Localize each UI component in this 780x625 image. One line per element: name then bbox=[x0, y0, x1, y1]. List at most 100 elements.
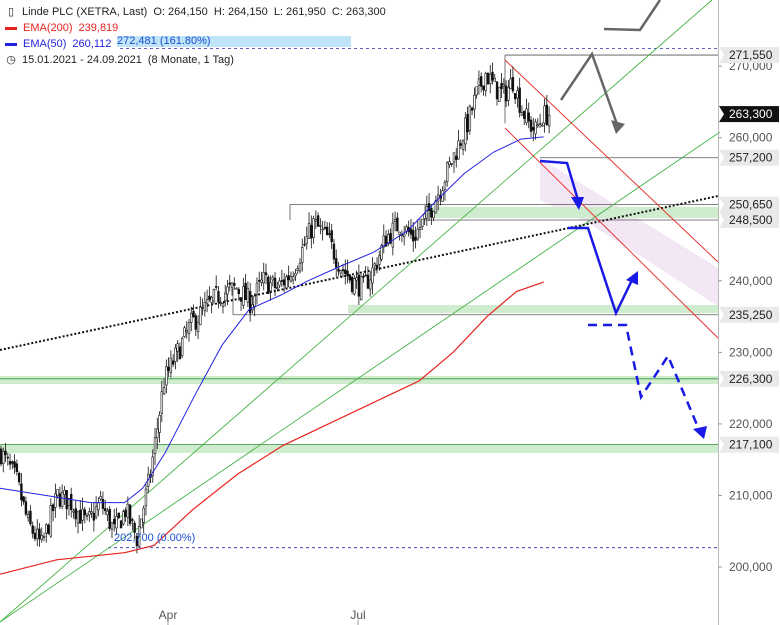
candle-body bbox=[262, 272, 265, 284]
candle-body bbox=[346, 270, 349, 277]
candle-body bbox=[532, 127, 535, 131]
clock-icon: ◷ bbox=[6, 54, 16, 66]
candle-body bbox=[40, 535, 43, 541]
candle-body bbox=[416, 228, 419, 240]
candle-body bbox=[382, 235, 385, 248]
candle-body bbox=[212, 289, 216, 302]
candle-body bbox=[233, 283, 236, 286]
candle-body bbox=[246, 288, 250, 303]
candle-body bbox=[359, 275, 363, 301]
legend-period-detail: (8 Monate, 1 Tag) bbox=[147, 54, 234, 66]
fib-high-label: 272,481 (161.80%) bbox=[117, 36, 351, 47]
level-badge bbox=[719, 370, 779, 387]
candle-body bbox=[511, 77, 515, 92]
candle-body bbox=[196, 321, 200, 333]
candle-body bbox=[260, 279, 263, 283]
candle-body bbox=[493, 78, 496, 82]
candle-body bbox=[430, 208, 433, 218]
candle-body bbox=[547, 114, 551, 127]
candle-body bbox=[409, 228, 413, 235]
zones-layer bbox=[0, 158, 718, 453]
candle-body bbox=[500, 82, 503, 89]
support-zone-0 bbox=[425, 207, 718, 218]
candle-body bbox=[507, 86, 510, 101]
current-price-label: 263,300 bbox=[729, 107, 773, 121]
candle-body bbox=[228, 282, 231, 285]
candle-body bbox=[22, 496, 25, 502]
candle-body bbox=[534, 121, 537, 135]
scenario-top-line bbox=[603, 0, 662, 32]
legend-ema50-row: EMA(50) 260,112 bbox=[4, 36, 386, 52]
candle-body bbox=[4, 450, 7, 456]
candle-body bbox=[269, 282, 272, 292]
candle-body bbox=[54, 493, 57, 508]
candle-body bbox=[176, 343, 179, 352]
candle-body bbox=[498, 86, 501, 102]
candle-body bbox=[217, 291, 220, 303]
candle-body bbox=[83, 509, 87, 516]
candle-body bbox=[380, 245, 383, 260]
candle-body bbox=[153, 437, 157, 454]
candle-body bbox=[201, 307, 204, 309]
channel-lower bbox=[504, 127, 719, 339]
candle-body bbox=[230, 282, 234, 288]
legend-ema50-label: EMA(50) bbox=[23, 38, 67, 50]
candle-body bbox=[405, 226, 408, 232]
y-tick-label: 240,000 bbox=[729, 274, 773, 288]
candle-body bbox=[156, 428, 159, 439]
candle-body bbox=[2, 451, 5, 464]
candle-body bbox=[33, 532, 37, 539]
candle-body bbox=[115, 516, 118, 529]
candle-body bbox=[135, 535, 139, 547]
candle-body bbox=[489, 73, 492, 84]
candle-body bbox=[393, 219, 397, 222]
candle-body bbox=[541, 124, 544, 127]
candle-body bbox=[466, 114, 469, 133]
candle-body bbox=[258, 280, 261, 282]
candle-body bbox=[523, 111, 526, 119]
projection-arrowhead-3 bbox=[693, 426, 707, 439]
candle-body bbox=[384, 235, 388, 247]
candle-body bbox=[373, 263, 376, 267]
candle-body bbox=[242, 286, 245, 306]
candle-body bbox=[545, 104, 549, 125]
candle-body bbox=[239, 297, 243, 302]
candle-body bbox=[47, 524, 50, 535]
candles-layer bbox=[0, 62, 551, 554]
candle-body bbox=[162, 387, 166, 395]
legend-period-row: ◷ 15.01.2021 - 24.09.2021 (8 Monate, 1 T… bbox=[4, 52, 386, 68]
y-tick-label: 230,000 bbox=[729, 345, 773, 359]
candle-body bbox=[81, 508, 84, 521]
level-badge bbox=[719, 149, 779, 166]
current-price-notch bbox=[719, 106, 724, 123]
candle-body bbox=[516, 90, 519, 99]
candle-body bbox=[237, 289, 241, 294]
candle-body bbox=[468, 105, 472, 131]
candle-body bbox=[219, 302, 222, 304]
candle-body bbox=[450, 163, 453, 165]
legend-ema200-label: EMA(200) bbox=[23, 22, 73, 34]
candle-body bbox=[391, 222, 395, 248]
candle-body bbox=[128, 504, 132, 524]
candle-body bbox=[110, 522, 114, 530]
candle-body bbox=[226, 286, 229, 295]
candle-body bbox=[448, 161, 451, 166]
candle-body bbox=[312, 218, 315, 238]
candle-body bbox=[208, 295, 211, 300]
candle-body bbox=[74, 508, 77, 520]
level-badge-notch bbox=[719, 370, 724, 387]
candle-body bbox=[144, 488, 148, 507]
candle-body bbox=[504, 85, 508, 102]
candle-body bbox=[491, 71, 494, 81]
support-zone-1 bbox=[348, 305, 718, 313]
channel-fill bbox=[540, 158, 718, 306]
legend-period: 15.01.2021 - 24.09.2021 bbox=[22, 54, 142, 66]
legend-ema50-value: 260,112 bbox=[72, 38, 112, 50]
candle-body bbox=[502, 84, 506, 87]
y-tick-label: 210,000 bbox=[729, 488, 773, 502]
candle-body bbox=[0, 448, 3, 465]
level-badge bbox=[719, 196, 779, 213]
candle-body bbox=[24, 501, 28, 515]
candle-body bbox=[332, 243, 336, 260]
candle-body bbox=[85, 515, 89, 517]
